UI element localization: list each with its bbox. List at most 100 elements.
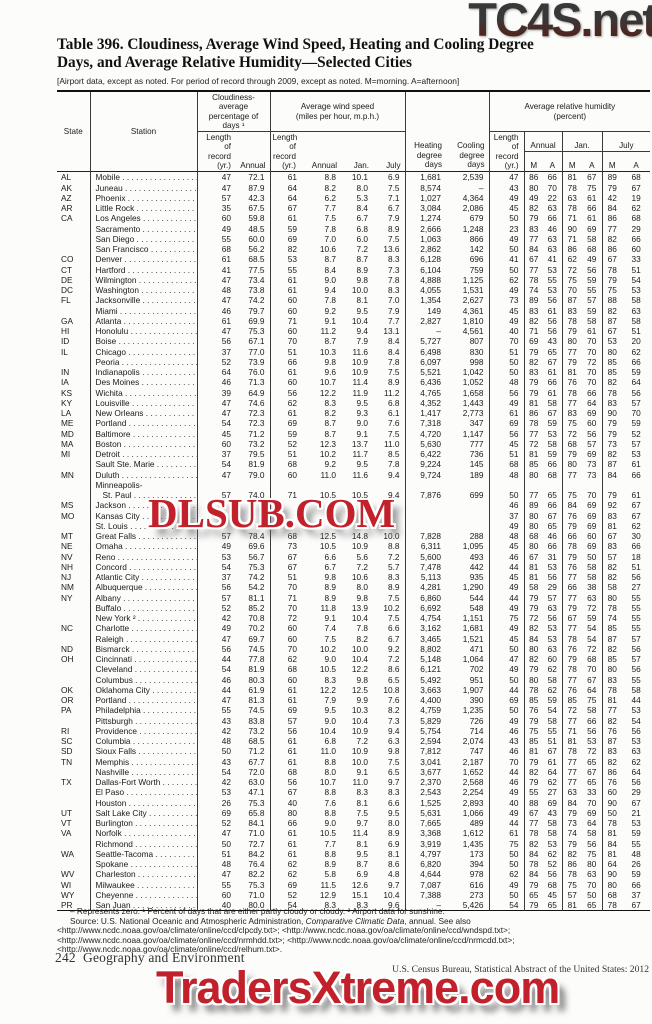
cell-wan: 8.2 — [324, 408, 336, 419]
cell-hdd: 5,727 — [420, 336, 442, 347]
dot-leader — [133, 839, 196, 849]
cell-jm: 63 — [567, 787, 577, 798]
dot-leader — [133, 675, 196, 685]
cell-wan: 7.6 — [324, 797, 336, 808]
cell-ja: 64 — [582, 818, 603, 829]
cell-cyr: 42 — [221, 613, 231, 624]
cell-aa: 64 — [543, 766, 563, 778]
cell-cdd: 935 — [446, 572, 490, 583]
cell-aa: 61 — [543, 756, 563, 767]
cell-um: 75 — [607, 285, 617, 296]
cell-ua: 56 — [631, 572, 641, 583]
cell-am: 80 — [529, 469, 539, 480]
cell-aa: 56 — [543, 315, 563, 327]
cell-st: ID — [57, 336, 91, 347]
cell-ja: 75 — [582, 695, 603, 706]
cell-hyr: 40 — [489, 797, 525, 808]
cell-cyr: 43 — [221, 715, 231, 726]
cell-jm: 81 — [567, 900, 577, 911]
table-row: MDBaltimore4571.2598.79.17.54,7201,14756… — [57, 428, 650, 439]
cell-cyr: 41 — [221, 264, 231, 275]
cell-jm: 68 — [567, 438, 577, 449]
station-cell: Washington — [90, 285, 198, 296]
cell-cyr: 54 — [221, 418, 231, 429]
station-name: San Diego — [95, 233, 135, 244]
dot-leader — [125, 265, 196, 275]
cell-wja: 9.3 — [356, 408, 368, 419]
table-row: IA Des Moines 46 71.3 60 10.7 11.4 8.9 6,436 1,05… — [57, 377, 650, 388]
station-name: El Paso — [95, 787, 125, 798]
col-header-heating-degree-days: Heating degree days — [414, 141, 443, 170]
cell-um: 85 — [607, 367, 617, 378]
cell-am: 82 — [529, 315, 539, 326]
dot-leader — [136, 613, 196, 623]
table-row: UT Salt Lake City 69 65.8 80 8.8 7.5 9.5 5,631 1,… — [57, 807, 650, 819]
table-header: State Station Cloudiness- average percen… — [57, 91, 651, 172]
cell-wyr: 61 — [287, 828, 297, 839]
cell-wan: 8.7 — [324, 418, 336, 429]
cell-ua: 55 — [631, 674, 641, 685]
cell-wja: 9.1 — [356, 428, 368, 439]
table-row: TX Dallas-Fort Worth 42 63.0 56 10.7 11.0 9.7 2,… — [57, 777, 650, 788]
station-name: Atlanta — [95, 315, 122, 326]
cell-cyr: 52 — [221, 356, 231, 367]
dot-leader — [129, 623, 196, 633]
dot-leader — [127, 562, 196, 572]
cell-ja: 56 — [582, 428, 603, 439]
station-name: Oklahoma City — [95, 684, 150, 695]
cell-wan: 7.4 — [324, 623, 336, 634]
cell-wjl: 13.1 — [373, 326, 406, 337]
cell-um: 87 — [607, 459, 617, 470]
cell-wyr: 71 — [287, 490, 297, 501]
table-row: FL Jacksonville 47 74.2 60 7.8 8.1 7.0 1,354 2,62… — [57, 295, 650, 306]
cell-hdd: 3,663 — [420, 684, 442, 695]
cell-um: 53 — [607, 336, 617, 347]
cell-jm: 84 — [567, 500, 577, 511]
cell-hdd: 7,478 — [420, 561, 442, 572]
station-name: Philadelphia — [95, 705, 141, 716]
cell-hyr: 49 — [489, 807, 525, 819]
cell-jm: 76 — [567, 684, 577, 695]
cell-wja: 10.9 — [351, 746, 368, 757]
cell-wjl: 9.4 — [373, 469, 406, 480]
cell-wja: 9.7 — [356, 818, 368, 829]
dot-leader — [141, 705, 196, 715]
cell-um: 83 — [607, 746, 617, 757]
station-name: Charlotte — [95, 623, 130, 634]
cell-um: 86 — [607, 244, 617, 255]
cell-am: 84 — [529, 848, 539, 859]
cell-wan: 8.2 — [324, 182, 336, 193]
cell-hyr: 49 — [489, 787, 525, 798]
cell-aa: 53 — [543, 838, 563, 849]
cell-ja: 64 — [582, 397, 603, 409]
cell-cdd: – — [446, 182, 490, 193]
cell-hyr — [489, 479, 525, 491]
cell-ja: 56 — [582, 725, 603, 737]
cell-cyr: 47 — [221, 869, 231, 880]
cell-am: 77 — [529, 490, 539, 501]
cell-wan: 9.0 — [324, 818, 336, 829]
station-name: Indianapolis — [95, 367, 140, 378]
table-row: NCCharlotte4970.2607.47.86.63,1621,68149… — [57, 623, 650, 634]
cell-wja: 9.8 — [356, 674, 368, 685]
cell-wjl: 6.1 — [373, 408, 406, 419]
cell-jm: 78 — [567, 203, 577, 214]
station-cell: Sioux Falls — [90, 746, 198, 757]
cell-hdd: 1,417 — [420, 408, 442, 419]
cell-can: 72.3 — [236, 418, 271, 429]
cell-wja: 8.7 — [356, 254, 368, 265]
cell-hdd: 7,388 — [420, 889, 442, 900]
cell-cdd: 544 — [446, 592, 490, 603]
cell-cyr: 47 — [221, 326, 231, 337]
cell-aa: 52 — [543, 859, 563, 870]
cell-aa: 46 — [543, 223, 563, 234]
cell-st — [57, 223, 91, 234]
cell-jm: 76 — [567, 510, 577, 521]
col-header-cloud-record: Length of record (yr.) — [206, 133, 231, 171]
cell-hyr: 49 — [489, 397, 525, 409]
cell-st: DC — [57, 285, 91, 296]
